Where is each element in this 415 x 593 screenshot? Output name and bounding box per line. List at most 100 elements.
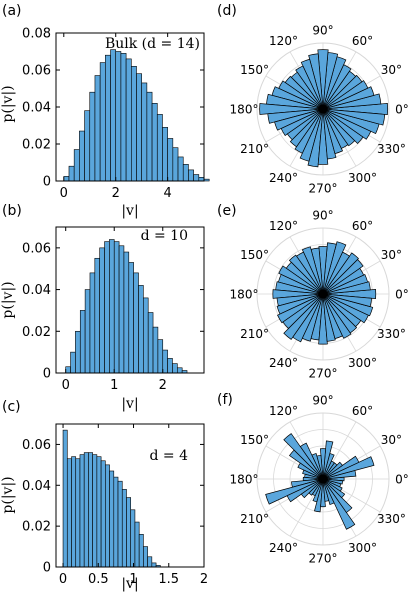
y-axis-label: p(|v|) bbox=[0, 476, 16, 513]
panel-e: (e) 0° 30° 60° 90° 120° 150° 180° 210° 240° 270° 3… bbox=[217, 203, 409, 381]
panel-label-e: (e) bbox=[217, 203, 237, 219]
histogram-bar bbox=[138, 534, 144, 568]
histogram-bar bbox=[105, 54, 111, 182]
histogram-bar bbox=[151, 562, 157, 568]
histogram-bar bbox=[177, 367, 183, 374]
histogram-bar bbox=[66, 458, 72, 568]
polar-angle-label: 90° bbox=[312, 24, 333, 38]
polar-wedge bbox=[286, 478, 324, 503]
histogram-bar bbox=[110, 49, 117, 182]
y-tick-label: 0 bbox=[43, 561, 51, 576]
y-tick-label: 0.04 bbox=[22, 283, 51, 298]
y-tick-label: 0 bbox=[43, 367, 51, 382]
panel-c: (c) 0 0.5 1 1.5 2 0 0.02 0.04 0.06 |v| p(|v|) d = 4 bbox=[0, 399, 208, 592]
y-axis-label: p(|v|) bbox=[0, 85, 16, 122]
polar-angle-label: 180° bbox=[230, 103, 259, 117]
polar-wedge bbox=[283, 433, 324, 480]
histogram-bar bbox=[63, 176, 70, 182]
panel-b: (b) 0 1 2 0 0.02 0.04 0.06 |v| p(|v|) d = 10 bbox=[0, 203, 205, 412]
polar-wedge bbox=[301, 293, 324, 342]
polar-wedge bbox=[297, 462, 324, 480]
polar-angle-label: 210° bbox=[240, 142, 269, 156]
polar-wedge bbox=[322, 455, 360, 480]
polar-histogram-f: 0° 30° 60° 90° 120° 150° 180° 210° 240° 270° 300° 3… bbox=[230, 394, 409, 566]
polar-angle-label: 270° bbox=[309, 367, 338, 381]
panel-label-b: (b) bbox=[2, 203, 22, 219]
histogram-bar bbox=[151, 103, 158, 182]
polar-histogram-d: 0° 30° 60° 90° 120° 150° 180° 210° 240° 270° 300° 3… bbox=[230, 24, 409, 196]
histogram-bar bbox=[71, 456, 77, 568]
histogram-bar bbox=[99, 62, 106, 182]
polar-angle-label: 60° bbox=[352, 219, 373, 233]
polar-wedge bbox=[322, 289, 377, 299]
histogram-bar bbox=[188, 169, 194, 182]
histogram-bar bbox=[83, 452, 89, 568]
polar-wedge bbox=[318, 293, 328, 345]
x-tick-label: 1.5 bbox=[158, 572, 179, 587]
polar-angle-label: 300° bbox=[348, 171, 377, 185]
x-tick-label: 1 bbox=[110, 378, 118, 393]
polar-angle-label: 300° bbox=[348, 356, 377, 370]
histogram-bar bbox=[118, 245, 125, 374]
histogram-bar bbox=[133, 272, 139, 374]
polar-angle-label: 210° bbox=[240, 512, 269, 526]
polar-wedge bbox=[322, 108, 386, 126]
y-tick-label: 0.06 bbox=[22, 64, 51, 79]
x-tick-label: 4 bbox=[164, 186, 172, 201]
y-tick-label: 0.06 bbox=[22, 241, 51, 256]
polar-wedge bbox=[288, 254, 324, 295]
polar-angle-label: 0° bbox=[395, 473, 409, 487]
polar-wedge bbox=[302, 469, 324, 480]
x-tick-label: 1 bbox=[129, 572, 137, 587]
y-tick-label: 0.02 bbox=[22, 520, 51, 535]
y-tick-label: 0.04 bbox=[22, 101, 51, 116]
polar-angle-label: 240° bbox=[269, 356, 298, 370]
histogram-b: 0 1 2 0 0.02 0.04 0.06 |v| p(|v|) d = 10 bbox=[0, 226, 205, 412]
histogram-bar bbox=[162, 127, 168, 182]
polar-wedge bbox=[307, 108, 324, 168]
histogram-bar bbox=[152, 326, 159, 374]
polar-wedge bbox=[265, 478, 324, 505]
polar-wedge bbox=[322, 478, 344, 485]
polar-wedge bbox=[322, 478, 356, 530]
polar-wedge bbox=[322, 293, 373, 308]
polar-wedge bbox=[322, 293, 358, 334]
histogram-bar bbox=[130, 66, 137, 182]
polar-wedge bbox=[300, 478, 324, 499]
y-tick-label: 0.08 bbox=[22, 27, 51, 42]
x-axis-label: |v| bbox=[121, 203, 138, 219]
polar-wedge bbox=[322, 242, 337, 295]
polar-angle-label: 150° bbox=[240, 248, 269, 262]
polar-wedge bbox=[259, 103, 324, 115]
histogram-bar bbox=[193, 174, 200, 182]
histogram-bar bbox=[162, 349, 168, 374]
x-tick-label: 0 bbox=[62, 378, 70, 393]
polar-wedge bbox=[320, 478, 326, 508]
polar-angle-label: 330° bbox=[377, 327, 406, 341]
annotation-text: Bulk (d = 14) bbox=[105, 36, 200, 52]
histogram-bar bbox=[75, 458, 81, 568]
polar-wedge bbox=[280, 108, 324, 136]
polar-angle-label: 150° bbox=[240, 63, 269, 77]
histogram-bar bbox=[203, 178, 210, 182]
polar-wedge bbox=[295, 65, 324, 110]
histogram-bar bbox=[147, 556, 153, 568]
polar-angle-label: 180° bbox=[230, 288, 259, 302]
polar-angle-label: 330° bbox=[377, 512, 406, 526]
polar-wedge bbox=[308, 478, 324, 496]
histogram-bar bbox=[79, 130, 85, 182]
histogram-bar bbox=[109, 239, 115, 374]
histogram-bar bbox=[79, 454, 85, 568]
polar-angle-label: 270° bbox=[309, 552, 338, 566]
histogram-bar bbox=[113, 241, 120, 374]
histogram-bar bbox=[198, 177, 205, 182]
polar-angle-label: 300° bbox=[348, 541, 377, 555]
y-axis-label: p(|v|) bbox=[0, 281, 16, 318]
polar-angle-label: 90° bbox=[312, 394, 333, 408]
histogram-bar bbox=[73, 149, 80, 182]
histogram-bar bbox=[104, 241, 110, 374]
histogram-bar bbox=[121, 489, 127, 568]
histogram-bar bbox=[136, 73, 142, 182]
polar-angle-label: 210° bbox=[240, 327, 269, 341]
histogram-bar bbox=[89, 272, 96, 374]
